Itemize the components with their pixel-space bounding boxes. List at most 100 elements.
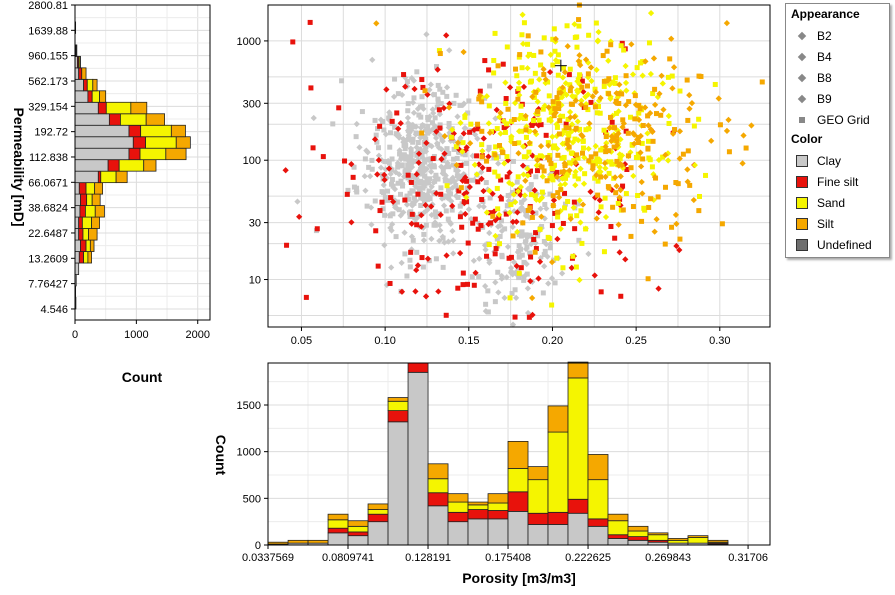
scatter-point: [480, 187, 487, 195]
permeability-bar-segment: [130, 101, 148, 115]
scatter-point: [424, 194, 430, 200]
scatter-point: [621, 47, 627, 53]
scatter-point: [574, 118, 581, 125]
perm-histogram-y-tick-label: 562.173: [28, 76, 68, 88]
scatter-point: [533, 230, 539, 236]
scatter-point: [534, 155, 540, 161]
scatter-point: [524, 65, 531, 72]
scatter-point: [552, 106, 558, 112]
scatter-point: [495, 160, 502, 167]
scatter-point: [388, 264, 395, 271]
perm-histogram-y-tick-label: 4.546: [40, 304, 68, 316]
scatter-point: [528, 78, 534, 84]
permeability-bar-segment: [139, 147, 167, 161]
porosity-bar-segment: [627, 536, 649, 541]
scatter-point: [498, 177, 504, 183]
scatter-point: [585, 250, 592, 257]
scatter-point: [436, 107, 442, 113]
scatter-point: [437, 86, 443, 92]
legend-color-label: Silt: [817, 216, 834, 231]
scatter-point: [419, 154, 425, 160]
permeability-bar-segment: [74, 182, 80, 195]
scatter-point: [606, 76, 612, 82]
scatter-point: [398, 178, 404, 184]
scatter-point: [759, 79, 765, 85]
scatter-point: [416, 131, 422, 137]
scatter-point: [398, 162, 404, 168]
legend-color-header: Color: [791, 132, 823, 146]
porosity-bar-segment: [547, 405, 569, 433]
scatter-point: [344, 191, 350, 197]
scatter-point: [620, 117, 626, 123]
scatter-point: [470, 257, 477, 264]
scatter-point: [419, 130, 425, 136]
scatter-point: [596, 164, 603, 171]
porosity-bar-segment: [467, 501, 489, 506]
scatter-point: [486, 242, 492, 248]
porosity-bar-segment: [547, 511, 569, 525]
scatter-point: [521, 277, 527, 283]
permeability-bar-segment: [78, 182, 87, 195]
scatter-point: [612, 125, 618, 131]
scatter-point: [592, 143, 599, 150]
scatter-point: [524, 285, 531, 292]
scatter-point: [557, 118, 563, 124]
legend-appearance-label: B4: [817, 49, 832, 64]
scatter-point: [465, 110, 471, 116]
scatter-point: [585, 126, 591, 132]
scatter-point: [507, 264, 515, 272]
perm-histogram-y-tick-label: 960.155: [28, 51, 68, 63]
porosity-bar-segment: [427, 492, 449, 507]
porosity-bar-segment: [447, 521, 469, 546]
scatter-point: [400, 182, 406, 188]
scatter-point: [634, 65, 640, 71]
porosity-permeability-scatter: 0.05 0.10 0.15 0.20 0.25 0.30 10 30 100 300 1000: [237, 2, 771, 347]
legend-color-label: Clay: [817, 153, 842, 168]
scatter-point: [397, 151, 403, 157]
scatter-point: [474, 135, 481, 142]
scatter-point: [653, 216, 660, 223]
scatter-point: [398, 191, 404, 197]
scatter-point: [426, 188, 432, 194]
scatter-point: [696, 73, 702, 79]
scatter-point: [550, 177, 556, 183]
scatter-point: [482, 283, 489, 290]
permeability-bar-segment: [85, 182, 96, 195]
scatter-point: [552, 48, 558, 54]
histogram-x-tick-label: 0.0337569: [242, 552, 294, 564]
legend-appearance-label: B2: [817, 28, 832, 43]
scatter-point: [576, 23, 582, 29]
color-swatch-icon: [791, 196, 813, 209]
scatter-point: [509, 321, 517, 328]
scatter-point: [719, 221, 725, 227]
scatter-point: [515, 96, 521, 102]
scatter-x-tick-label: 0.10: [374, 335, 395, 347]
scatter-point: [680, 151, 686, 157]
scatter-point: [486, 229, 493, 237]
scatter-point: [368, 221, 375, 228]
scatter-point: [415, 140, 421, 146]
permeability-bar-segment: [74, 193, 81, 206]
scatter-point: [585, 145, 592, 152]
scatter-point: [608, 159, 614, 165]
scatter-point: [594, 110, 600, 116]
scatter-point: [407, 264, 413, 270]
scatter-point: [614, 138, 620, 144]
scatter-point: [516, 242, 522, 248]
scatter-point: [572, 94, 578, 100]
scatter-point: [563, 175, 569, 181]
scatter-point: [556, 106, 562, 112]
scatter-point: [556, 90, 562, 96]
scatter-point: [660, 154, 666, 160]
scatter-point: [433, 64, 439, 70]
scatter-point: [432, 209, 438, 215]
scatter-point: [602, 213, 610, 221]
permeability-bar-segment: [78, 216, 83, 229]
scatter-point: [425, 124, 431, 130]
porosity-bar-segment: [647, 534, 669, 541]
scatter-point: [525, 207, 531, 213]
scatter-point: [515, 88, 521, 94]
scatter-point: [617, 156, 623, 162]
scatter-point: [635, 192, 641, 198]
scatter-point: [426, 258, 432, 264]
